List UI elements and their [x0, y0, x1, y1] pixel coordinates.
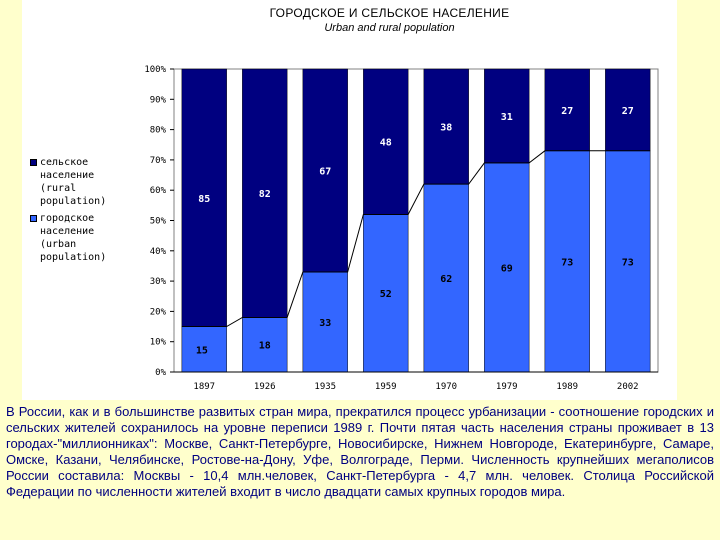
- legend-label-rural: сельское население (rural population): [40, 157, 107, 207]
- legend-entry-urban: городское население (urban population): [30, 212, 125, 264]
- x-tick-label: 1959: [375, 382, 397, 392]
- chart-panel: ГОРОДСКОЕ И СЕЛЬСКОЕ НАСЕЛЕНИЕ Urban and…: [22, 0, 677, 400]
- bar-rural: [605, 68, 651, 152]
- y-tick-label: 0%: [155, 368, 166, 378]
- bar-urban: [544, 150, 590, 373]
- bar-urban: [605, 150, 651, 373]
- y-tick-label: 70%: [150, 156, 167, 166]
- bar-urban: [363, 214, 409, 373]
- bar-urban: [242, 317, 288, 373]
- bar-rural: [363, 68, 409, 215]
- chart-subtitle: Urban and rural population: [324, 22, 455, 34]
- bar-rural: [423, 68, 469, 185]
- x-tick-label: 2002: [617, 382, 639, 392]
- data-label-urban: 33: [319, 318, 331, 329]
- legend-entry-rural: сельское население (rural population): [30, 156, 125, 208]
- data-label-rural: 67: [319, 167, 331, 178]
- bar-rural: [181, 68, 227, 327]
- bar-rural: [302, 68, 348, 273]
- data-label-rural: 82: [259, 189, 271, 200]
- data-label-urban: 52: [380, 289, 392, 300]
- y-tick-label: 60%: [150, 186, 167, 196]
- data-label-rural: 27: [622, 106, 634, 117]
- legend-label-urban: городское население (urban population): [40, 213, 107, 263]
- bar-rural: [544, 68, 590, 152]
- data-label-urban: 73: [561, 257, 573, 268]
- x-tick-label: 1979: [496, 382, 518, 392]
- x-tick-label: 1935: [314, 382, 336, 392]
- x-tick-label: 1989: [556, 382, 578, 392]
- data-label-urban: 18: [259, 341, 271, 352]
- urban-connector-line: [181, 150, 651, 328]
- y-tick-label: 40%: [150, 247, 167, 257]
- y-tick-label: 100%: [144, 65, 166, 75]
- data-label-urban: 15: [196, 345, 208, 356]
- data-label-rural: 85: [198, 194, 210, 205]
- y-tick-label: 80%: [150, 126, 167, 136]
- data-label-urban: 73: [622, 257, 634, 268]
- x-tick-label: 1970: [435, 382, 457, 392]
- body-paragraph: В России, как и в большинстве развитых с…: [6, 404, 714, 499]
- bar-rural: [242, 68, 288, 318]
- x-tick-label: 1897: [193, 382, 215, 392]
- y-tick-label: 10%: [150, 338, 167, 348]
- data-label-urban: 69: [501, 263, 513, 274]
- y-tick-label: 20%: [150, 307, 167, 317]
- data-label-urban: 62: [440, 274, 452, 285]
- legend-swatch-rural: [30, 159, 37, 166]
- y-tick-label: 30%: [150, 277, 167, 287]
- data-label-rural: 48: [380, 138, 392, 149]
- chart-title: ГОРОДСКОЕ И СЕЛЬСКОЕ НАСЕЛЕНИЕ: [269, 6, 510, 20]
- chart-plot: 0% 10% 20% 30% 40% 50% 60% 70% 80% 90% 100% 15 85 189…: [144, 65, 659, 392]
- bar-rural: [484, 68, 530, 164]
- data-label-rural: 31: [501, 112, 513, 123]
- y-tick-label: 90%: [150, 95, 167, 105]
- legend-swatch-urban: [30, 215, 37, 222]
- chart-legend: сельское население (rural population) го…: [30, 156, 125, 268]
- x-tick-label: 1926: [254, 382, 276, 392]
- bar-urban: [302, 271, 348, 373]
- data-label-rural: 27: [561, 106, 573, 117]
- y-tick-label: 50%: [150, 217, 167, 227]
- data-label-rural: 38: [440, 123, 452, 134]
- bar-urban: [423, 183, 469, 373]
